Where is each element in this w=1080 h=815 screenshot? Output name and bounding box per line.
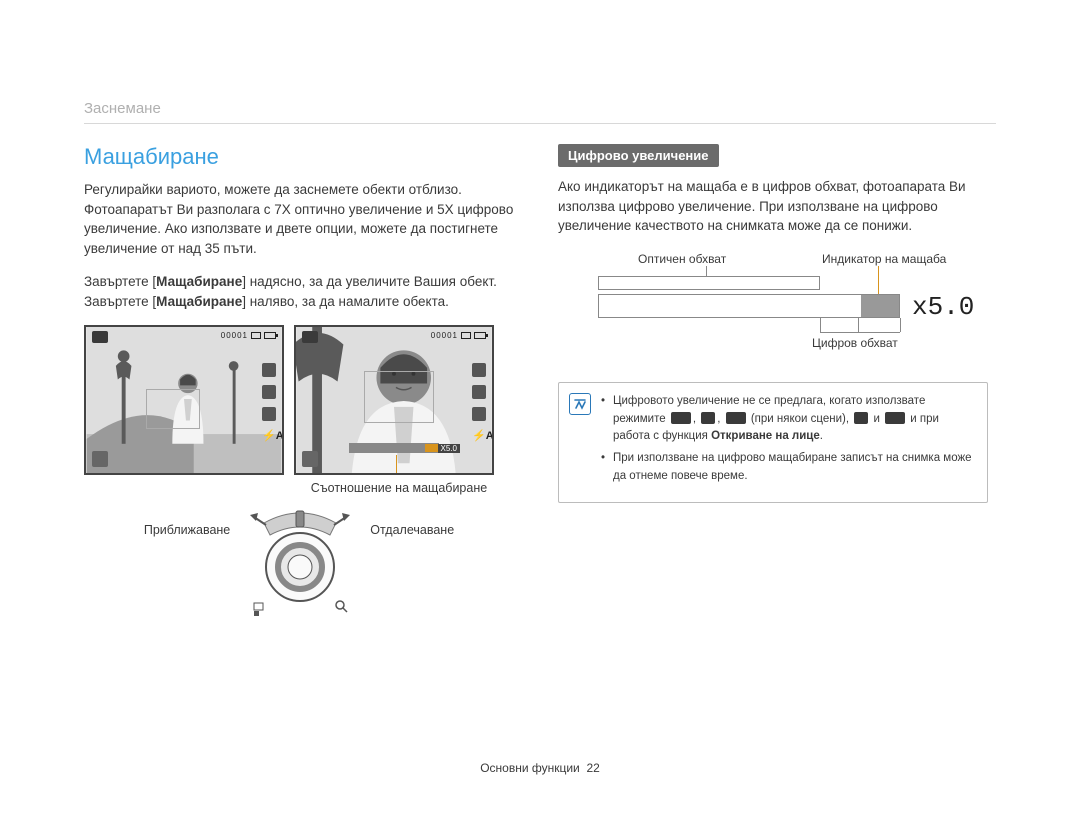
full-range-bar	[598, 294, 900, 318]
camera-screenshot-row: 00001 ⚡A	[84, 325, 514, 475]
optical-range-bar	[598, 276, 820, 290]
zoom-dial-icon	[246, 509, 354, 619]
battery-icon	[474, 332, 486, 339]
mode-icon	[885, 412, 905, 424]
zoom-out-label: Отдалечаване	[370, 523, 454, 537]
diagram-tick	[820, 318, 821, 332]
zoom-word-2: Мащабиране	[156, 294, 242, 309]
intro-paragraph: Регулирайки вариото, можете да заснемете…	[84, 180, 514, 258]
camera-mode-icon	[302, 331, 318, 343]
digital-zoom-heading: Цифрово увеличение	[558, 144, 719, 167]
note-list: Цифровото увеличение не се предлага, ког…	[601, 393, 975, 490]
face-detect-bold: Откриване на лице	[711, 430, 820, 442]
focus-frame	[146, 389, 200, 429]
text: и	[873, 413, 883, 425]
mode-icon	[726, 412, 746, 424]
frame-counter: 00001	[221, 331, 248, 340]
diagram-tick	[858, 318, 859, 332]
camera-screenshot-wide: 00001 ⚡A	[84, 325, 284, 475]
text: .	[820, 430, 823, 442]
callout-line	[396, 455, 397, 475]
text: (при някои сцени),	[751, 413, 852, 425]
side-icon: ⚡A	[472, 429, 486, 443]
stabilization-icon	[92, 451, 108, 467]
zoom-value-readout: x5.0	[912, 292, 974, 322]
diagram-tick	[900, 318, 901, 332]
zoom-range-diagram: Оптичен обхват Индикатор на мащаба Цифро…	[558, 250, 988, 370]
info-note-box: Цифровото увеличение не се предлага, ког…	[558, 382, 988, 503]
mode-icon	[854, 412, 868, 424]
side-icon	[472, 363, 486, 377]
digital-range-label: Цифров обхват	[812, 336, 898, 350]
zoom-dial-illustration: Приближаване Отдалечаване	[84, 509, 514, 619]
digital-zoom-paragraph: Ако индикаторът на мащаба е в цифров обх…	[558, 177, 988, 236]
zoom-value-mini: X5.0	[438, 444, 460, 453]
right-column: Цифрово увеличение Ако индикаторът на ма…	[558, 144, 988, 619]
note-item: Цифровото увеличение не се предлага, ког…	[601, 393, 975, 446]
zoom-ratio-caption: Съотношение на мащабиране	[284, 481, 514, 495]
zoom-word-1: Мащабиране	[156, 274, 242, 289]
frame-counter: 00001	[431, 331, 458, 340]
camera-side-icons: ⚡A	[472, 363, 486, 443]
battery-icon	[264, 332, 276, 339]
mode-icon	[701, 412, 715, 424]
text: ] наляво, за да намалите обекта.	[242, 294, 449, 309]
diagram-tick	[706, 266, 707, 276]
section-title: Мащабиране	[84, 144, 514, 170]
camera-counter: 00001	[431, 331, 486, 340]
camera-screenshot-zoomed: 00001 ⚡A X5.0	[294, 325, 494, 475]
side-icon	[262, 363, 276, 377]
side-icon	[262, 407, 276, 421]
mode-icon	[671, 412, 691, 424]
side-icon: ⚡A	[262, 429, 276, 443]
instruction-paragraph: Завъртете [Мащабиране] надясно, за да ув…	[84, 272, 514, 311]
note-item: При използване на цифрово мащабиране зап…	[601, 450, 975, 486]
footer-section: Основни функции	[480, 761, 580, 775]
breadcrumb: Заснемане	[84, 100, 996, 124]
indicator-callout-line	[878, 266, 879, 294]
focus-frame	[364, 371, 434, 423]
footer-page-number: 22	[586, 761, 599, 775]
page-footer: Основни функции 22	[0, 761, 1080, 775]
camera-side-icons: ⚡A	[262, 363, 276, 443]
info-icon	[569, 393, 591, 415]
content-columns: Мащабиране Регулирайки вариото, можете д…	[84, 144, 996, 619]
zoom-indicator-label: Индикатор на мащаба	[822, 252, 946, 266]
digital-fill	[861, 295, 899, 317]
camera-mode-icon	[92, 331, 108, 343]
side-icon	[262, 385, 276, 399]
optical-range-label: Оптичен обхват	[638, 252, 726, 266]
text: Завъртете [	[84, 274, 156, 289]
camera-counter: 00001	[221, 331, 276, 340]
stabilization-icon	[302, 451, 318, 467]
zoom-bar-mini	[349, 443, 439, 453]
left-column: Мащабиране Регулирайки вариото, можете д…	[84, 144, 514, 619]
zoom-in-label: Приближаване	[144, 523, 230, 537]
side-icon	[472, 385, 486, 399]
diagram-brace	[820, 332, 900, 333]
side-icon	[472, 407, 486, 421]
